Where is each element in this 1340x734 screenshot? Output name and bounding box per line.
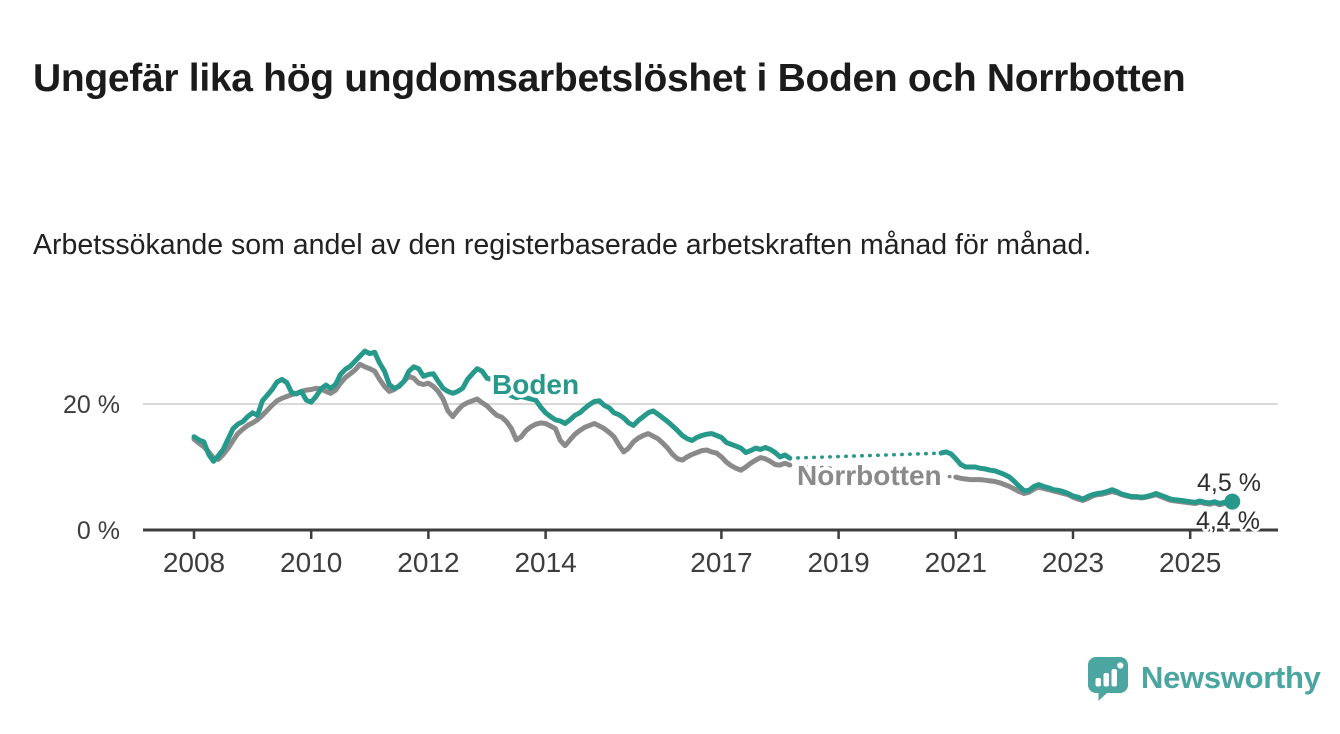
newsworthy-brand-text: Newsworthy [1141, 660, 1321, 695]
x-tick-label-2025: 2025 [1159, 547, 1221, 578]
x-tick-label-2023: 2023 [1042, 547, 1104, 578]
y-tick-label-20pct: 20 % [63, 391, 120, 419]
x-tick-label-2008: 2008 [163, 547, 225, 578]
x-tick-label-2010: 2010 [280, 547, 342, 578]
boden-gap-dotted-line [788, 451, 943, 460]
boden-end-dot [1224, 493, 1241, 510]
boden-series-label: Boden [492, 369, 579, 400]
page-title: Ungefär lika hög ungdomsarbetslöshet i B… [33, 57, 1186, 101]
boden-end-value-label: 4,5 % [1197, 469, 1261, 497]
newsworthy-logo: Newsworthy [1086, 654, 1321, 702]
chart-subtitle: Arbetssökande som andel av den registerb… [33, 228, 1092, 261]
x-tick-label-2019: 2019 [807, 547, 869, 578]
x-tick-label-2021: 2021 [925, 547, 987, 578]
unemployment-line-chart: 2008 2010 2012 2014 2017 2019 2021 2023 2025 0 % 2… [63, 348, 1278, 578]
x-tick-label-2012: 2012 [397, 547, 459, 578]
boden-line [191, 348, 793, 464]
x-tick-label-2014: 2014 [514, 547, 576, 578]
norrbotten-end-value-label: 4,4 % [1196, 507, 1260, 535]
boden-line [938, 449, 1232, 506]
y-tick-label-0pct: 0 % [77, 517, 120, 545]
x-tick-label-2017: 2017 [690, 547, 752, 578]
norrbotten-series-label: Norrbotten [797, 460, 942, 491]
newsworthy-bubble-chart-icon [1088, 657, 1128, 701]
